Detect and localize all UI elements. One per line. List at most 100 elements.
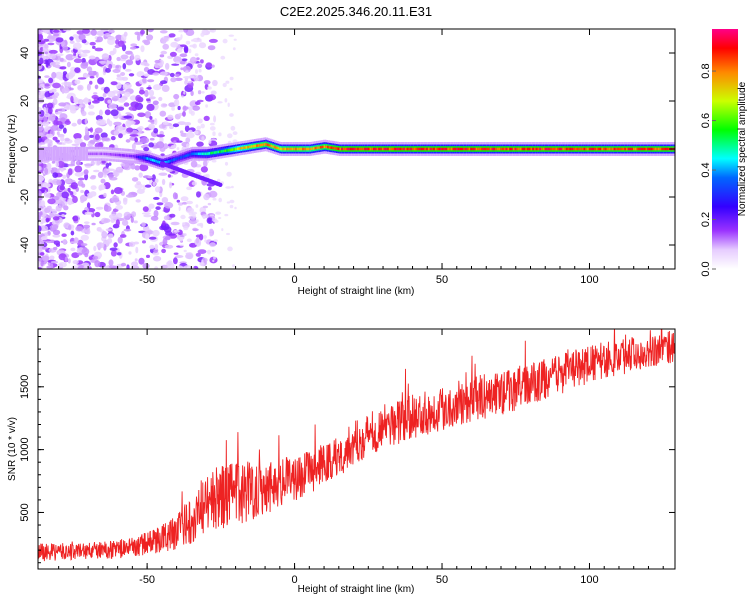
- spectrogram-noise-speck: [141, 212, 151, 215]
- ridge-core: [603, 147, 605, 151]
- spectrogram-noise-speck: [163, 215, 170, 221]
- spectrogram-noise-speck: [152, 100, 159, 106]
- ridge-core: [112, 153, 115, 156]
- spectrogram-noise-speck: [80, 243, 88, 247]
- ridge-core: [302, 147, 304, 151]
- spectrogram-noise-speck: [164, 244, 174, 249]
- ridge-core: [272, 145, 274, 148]
- spectrogram-noise-speck: [198, 42, 207, 49]
- ridge-core: [419, 147, 421, 151]
- spectrogram-noise-speck: [208, 38, 218, 43]
- ridge-core: [399, 147, 402, 151]
- spectrogram-noise-speck: [181, 58, 188, 62]
- spectrogram-noise-speck: [104, 33, 111, 37]
- spectrogram-noise-speck: [100, 132, 108, 139]
- spectrogram-noise-speck: [182, 111, 186, 117]
- ridge-core: [551, 147, 554, 151]
- spectrogram-noise-speck: [101, 53, 110, 60]
- spectrogram-noise-speck: [203, 193, 210, 201]
- spectrogram-noise-speck: [188, 211, 194, 216]
- ridge-core: [187, 153, 189, 157]
- spectrogram-noise-speck: [52, 29, 60, 33]
- spectrogram-noise-speck: [192, 213, 196, 218]
- spectrogram-noise-speck: [69, 40, 75, 44]
- ridge-core: [109, 153, 112, 156]
- spectrogram-noise-speck: [188, 106, 193, 111]
- ridge-core: [300, 147, 303, 151]
- spectrogram-noise-speck: [224, 98, 228, 103]
- ridge-halo: [76, 146, 79, 161]
- ridge-core: [130, 154, 133, 158]
- ridge-core: [562, 147, 565, 151]
- ridge-core: [174, 157, 177, 161]
- ridge-core: [204, 152, 207, 156]
- ridge-core: [622, 147, 625, 151]
- spectrogram-noise-speck: [80, 234, 90, 241]
- ridge-halo: [45, 146, 47, 161]
- spectrogram-noise-speck: [136, 33, 141, 42]
- ridge-core: [636, 147, 639, 151]
- spectrogram-noise-speck: [108, 265, 116, 269]
- spectrogram-noise-speck: [89, 76, 95, 79]
- colorbar-tick-label: 0.2: [700, 212, 712, 227]
- spectrogram-noise-speck: [153, 127, 159, 134]
- ridge-core: [369, 147, 372, 151]
- spectrogram-noise-speck: [52, 61, 56, 68]
- ridge-core: [429, 147, 432, 151]
- spectrogram-noise-speck: [44, 192, 51, 199]
- spectrogram-noise-speck: [84, 118, 88, 125]
- spectrogram-noise-speck: [213, 256, 216, 260]
- spectrogram-noise-speck: [84, 252, 89, 258]
- spectrogram-noise-speck: [197, 118, 203, 124]
- spectrogram-noise-speck: [41, 200, 46, 207]
- spectrogram-noise-speck: [79, 142, 87, 148]
- spectrogram-noise-speck: [206, 217, 214, 224]
- ridge-core: [293, 147, 296, 151]
- spectrogram-noise-speck: [140, 45, 145, 53]
- spectrogram-noise-speck: [86, 202, 91, 210]
- spectrogram-noise-speck: [107, 36, 116, 41]
- spectrogram-noise-speck: [215, 211, 222, 215]
- spectrogram-noise-speck: [92, 45, 96, 50]
- spectrogram-noise-speck: [54, 64, 61, 69]
- spectrogram-noise-speck: [151, 144, 161, 148]
- ridge-core: [254, 144, 257, 148]
- ridge-core: [388, 147, 391, 151]
- ridge-halo: [73, 146, 76, 161]
- spectrogram-noise-speck: [138, 172, 143, 178]
- spectrogram-noise-speck: [47, 143, 51, 148]
- spectrogram-noise-speck: [58, 253, 67, 261]
- spectrogram-noise-speck: [207, 186, 212, 191]
- ridge-core: [657, 147, 660, 151]
- spectrogram-noise-speck: [72, 42, 82, 50]
- spectrogram-noise-speck: [97, 96, 105, 102]
- spectrogram-noise-speck: [153, 84, 162, 91]
- spectrogram-noise-speck: [50, 260, 59, 264]
- spectrogram-noise-speck: [43, 38, 50, 42]
- spectrogram-noise-speck: [87, 111, 95, 116]
- spectrogram-noise-speck: [91, 222, 96, 226]
- ridge-core: [493, 147, 496, 151]
- spectrogram-noise-speck: [105, 67, 111, 73]
- spectrogram-noise-speck: [159, 130, 164, 136]
- ridge-core: [532, 147, 535, 151]
- ridge-core: [298, 147, 301, 151]
- spectrogram-noise-speck: [190, 110, 195, 116]
- spectrogram-noise-speck: [110, 136, 116, 141]
- ridge-core: [642, 147, 644, 151]
- ridge-core: [318, 146, 320, 149]
- ridge-core: [663, 147, 665, 151]
- ridge-core: [190, 152, 193, 156]
- spectrogram-noise-speck: [188, 48, 192, 54]
- spectrogram-panel: -50 0 50 100 40 20 0 -20 -40 Height of straight…: [7, 28, 676, 297]
- ridge-core: [620, 147, 623, 151]
- spectrogram-noise-speck: [200, 166, 208, 173]
- spectrogram-noise-speck: [155, 186, 161, 193]
- spectrogram-noise-speck: [121, 219, 129, 226]
- spectrogram-noise-speck: [149, 116, 153, 120]
- spectrogram-noise-speck: [38, 62, 43, 65]
- ridge-core: [404, 147, 407, 151]
- spectrogram-noise-speck: [83, 224, 91, 229]
- spectrogram-noise-speck: [170, 144, 177, 149]
- spectrogram-noise-speck: [38, 258, 43, 262]
